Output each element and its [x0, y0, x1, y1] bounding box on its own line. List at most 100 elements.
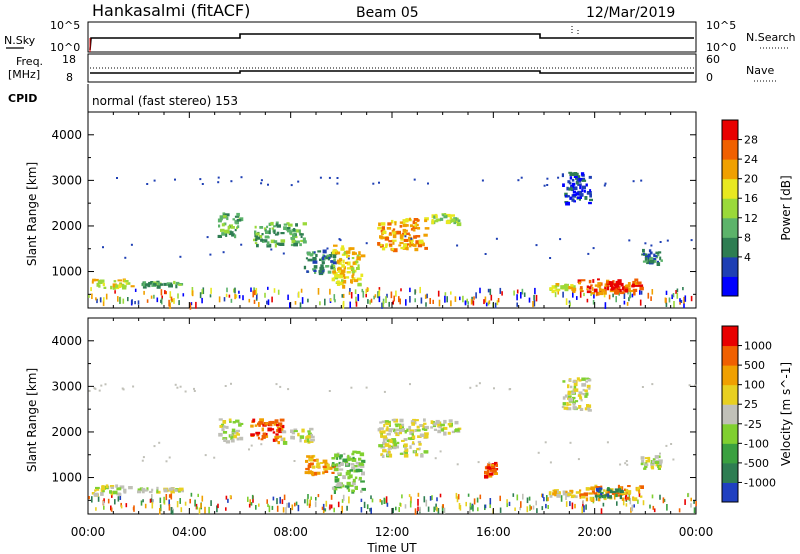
echo-cell — [229, 224, 233, 228]
echo-cell — [293, 430, 298, 433]
echo-cell — [409, 431, 414, 435]
scatter-cell — [281, 499, 284, 505]
scatter-cell — [349, 301, 351, 309]
echo-cell — [130, 243, 133, 246]
echo-cell — [279, 385, 282, 388]
echo-cell — [403, 453, 409, 458]
echo-cell — [350, 386, 353, 389]
scatter-cell — [122, 298, 125, 304]
echo-cell — [255, 232, 260, 236]
scatter-cell — [479, 494, 482, 500]
echo-cell — [638, 489, 641, 494]
echo-cell — [546, 177, 549, 180]
scatter-cell — [489, 498, 492, 505]
echo-cell — [390, 219, 394, 224]
echo-cell — [423, 418, 426, 422]
echo-cell — [218, 432, 223, 437]
scatter-cell — [378, 289, 381, 297]
scatter-cell — [210, 287, 212, 294]
echo-cell — [571, 194, 577, 198]
echo-cell — [102, 246, 104, 249]
echo-cell — [615, 280, 621, 285]
scatter-cell — [456, 496, 459, 503]
echo-cell — [174, 383, 177, 386]
echo-cell — [601, 288, 605, 293]
scatter-cell — [683, 296, 685, 304]
echo-cell — [432, 424, 437, 428]
echo-cell — [98, 284, 101, 288]
scatter-cell — [190, 492, 193, 497]
colorbar-tick-label: 25 — [744, 398, 758, 411]
scatter-cell — [267, 299, 270, 306]
scatter-cell — [371, 498, 374, 503]
echo-cell — [569, 172, 575, 176]
scatter-cell — [309, 499, 311, 507]
echo-cell — [307, 432, 312, 436]
echo-cell — [609, 284, 614, 288]
echo-cell — [588, 201, 592, 205]
echo-cell — [342, 475, 345, 479]
echo-cell — [386, 426, 389, 430]
echo-cell — [420, 453, 424, 458]
scatter-cell — [462, 295, 464, 303]
scatter-cell — [541, 493, 543, 498]
echo-cell — [621, 491, 627, 495]
echo-cell — [600, 495, 603, 498]
scatter-cell — [425, 499, 428, 507]
echo-cell — [322, 471, 325, 475]
echo-cell — [690, 239, 693, 242]
echo-cell — [578, 177, 583, 182]
echo-cell — [606, 283, 609, 287]
echo-cell — [290, 243, 296, 247]
echo-cell — [411, 422, 415, 426]
scatter-cell — [497, 298, 500, 303]
echo-cell — [419, 433, 425, 438]
echo-cell — [572, 190, 577, 194]
echo-cell — [567, 390, 572, 394]
echo-cell — [350, 463, 355, 466]
scatter-cell — [354, 289, 357, 295]
scatter-cell — [519, 507, 521, 511]
echo-cell — [568, 182, 572, 185]
echo-cell — [217, 218, 222, 223]
echo-cell — [424, 227, 430, 230]
scatter-cell — [508, 501, 511, 507]
echo-cell — [312, 268, 317, 271]
echo-cell — [360, 254, 366, 258]
scatter-cell — [180, 507, 183, 513]
echo-cell — [424, 217, 429, 221]
scatter-cell — [209, 294, 212, 298]
scatter-cell — [399, 298, 401, 305]
echo-region — [594, 487, 624, 500]
scatter-cell — [429, 298, 431, 305]
echo-cell — [617, 484, 620, 489]
echo-cell — [130, 285, 135, 288]
echo-cell — [422, 242, 425, 247]
scatter-cell — [286, 502, 288, 508]
scatter-cell — [423, 496, 426, 503]
scatter-cell — [506, 503, 508, 508]
echo-cell — [148, 281, 153, 285]
scatter-cell — [373, 295, 375, 300]
echo-cell — [295, 240, 300, 244]
echo-cell — [349, 484, 354, 487]
scatter-cell — [408, 494, 411, 498]
echo-cell — [388, 447, 393, 450]
echo-cell — [309, 458, 314, 462]
scatter-cell — [626, 302, 629, 306]
scatter-cell — [467, 493, 470, 497]
echo-cell — [439, 450, 442, 453]
echo-cell — [356, 277, 362, 281]
echo-cell — [305, 459, 309, 463]
echo-cell — [605, 281, 610, 284]
echo-cell — [615, 493, 618, 498]
echo-cell — [576, 177, 580, 182]
echo-cell — [312, 454, 316, 458]
echo-cell — [582, 388, 585, 392]
echo-cell — [404, 232, 407, 236]
echo-cell — [316, 459, 319, 462]
echo-cell — [456, 463, 459, 466]
echo-cell — [444, 213, 447, 216]
echo-cell — [110, 285, 113, 290]
scatter-cell — [288, 502, 290, 508]
